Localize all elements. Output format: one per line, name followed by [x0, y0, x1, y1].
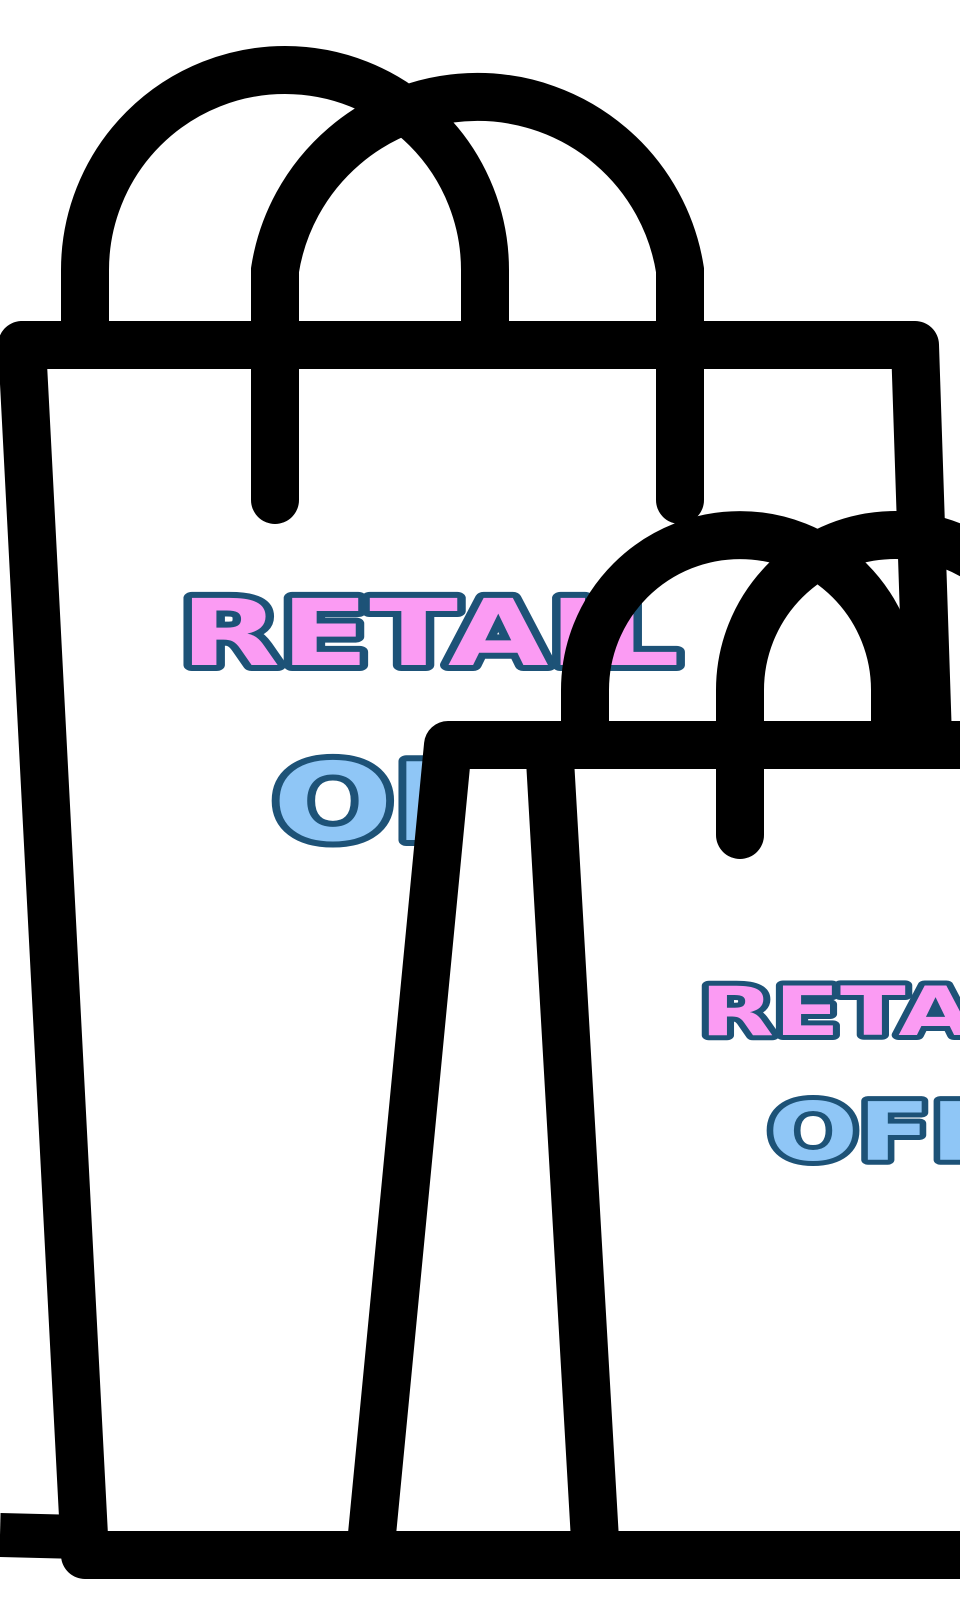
ground-line: [0, 1513, 81, 1559]
small-bag-body: [346, 721, 960, 1579]
small-bag-handle-right: [716, 511, 960, 769]
small-bag-retail-text: RETAIL: [700, 973, 960, 1052]
large-bag-handle-left: [61, 46, 509, 369]
small-bag-gusset-line: [526, 736, 619, 1564]
small-bag: RETAIL OFF: [346, 511, 960, 1579]
large-bag-handle-right: [251, 73, 704, 369]
small-bag-off-text: OFF: [768, 1086, 960, 1179]
small-bag-handle-left: [561, 511, 919, 769]
